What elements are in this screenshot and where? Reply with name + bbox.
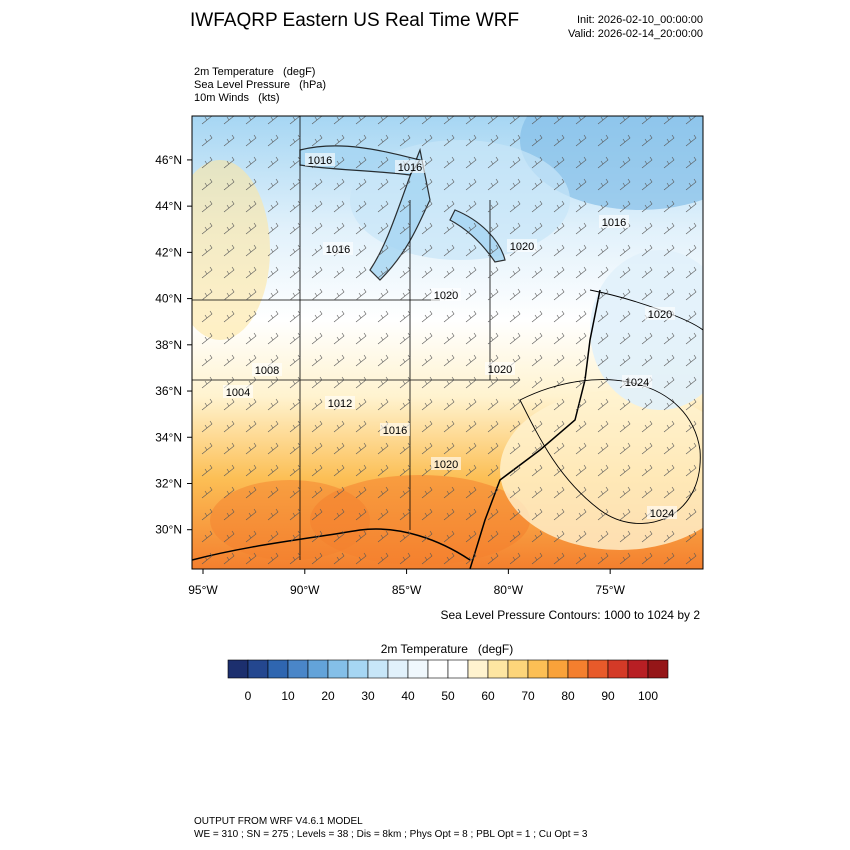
colorbar-box — [567, 659, 589, 679]
colorbar-box — [467, 659, 489, 679]
y-tick-label: 36°N — [155, 384, 182, 398]
colorbar-box — [387, 659, 409, 679]
colorbar-box — [587, 659, 609, 679]
contour-label: 1008 — [255, 365, 279, 377]
y-tick-label: 42°N — [155, 245, 182, 259]
contour-label-box — [647, 506, 677, 519]
y-tick-label: 38°N — [155, 338, 182, 352]
contour-label-box — [325, 396, 355, 409]
colorbar-box — [427, 659, 449, 679]
contour-label: 1020 — [510, 241, 534, 253]
y-tick-label: 34°N — [155, 430, 182, 444]
colorbar-box — [327, 659, 349, 679]
contour-label-box — [507, 239, 537, 252]
colorbar-box — [527, 659, 549, 679]
colorbar-tick-label: 20 — [321, 689, 335, 703]
contour-label: 1016 — [308, 155, 332, 167]
contour-label: 1016 — [326, 244, 350, 256]
y-tick-label: 32°N — [155, 476, 182, 490]
contour-label: 1004 — [226, 387, 250, 399]
contour-label-box — [645, 307, 675, 320]
contour-label-box — [395, 160, 425, 173]
field-label: 10m Winds (kts) — [194, 92, 280, 104]
contour-label-box — [305, 153, 335, 166]
x-tick-label: 80°W — [494, 583, 524, 597]
contour-label: 1020 — [434, 459, 458, 471]
colorbar-title: 2m Temperature (degF) — [381, 642, 514, 656]
y-tick-label: 44°N — [155, 199, 182, 213]
contour-label: 1016 — [602, 217, 626, 229]
field-label: 2m Temperature (degF) — [194, 66, 315, 78]
contour-label-box — [431, 288, 461, 301]
colorbar-tick-label: 0 — [245, 689, 252, 703]
colorbar-box — [647, 659, 669, 679]
colorbar-box — [407, 659, 429, 679]
footer-line: OUTPUT FROM WRF V4.6.1 MODEL — [194, 816, 363, 827]
colorbar-box — [287, 659, 309, 679]
contour-label-box — [223, 385, 253, 398]
colorbar-box — [487, 659, 509, 679]
colorbar-box — [247, 659, 269, 679]
contour-label-box — [252, 363, 282, 376]
contour-label-box — [380, 423, 410, 436]
contour-label: 1016 — [383, 425, 407, 437]
contour-label-box — [622, 375, 652, 388]
colorbar-tick-label: 60 — [481, 689, 495, 703]
colorbar-box — [447, 659, 469, 679]
x-tick-label: 90°W — [290, 583, 320, 597]
contour-label-box — [599, 215, 629, 228]
colorbar-tick-label: 70 — [521, 689, 535, 703]
colorbar-box — [347, 659, 369, 679]
footer-line: WE = 310 ; SN = 275 ; Levels = 38 ; Dis … — [194, 829, 588, 840]
contour-label: 1020 — [434, 290, 458, 302]
colorbar-box — [547, 659, 569, 679]
valid-time: Valid: 2026-02-14_20:00:00 — [568, 28, 703, 40]
y-tick-label: 30°N — [155, 523, 182, 537]
contour-label: 1020 — [488, 364, 512, 376]
x-tick-label: 85°W — [392, 583, 422, 597]
field-label: Sea Level Pressure (hPa) — [194, 79, 326, 91]
colorbar-box — [307, 659, 329, 679]
contour-label: 1024 — [650, 508, 674, 520]
colorbar-tick-label: 10 — [281, 689, 295, 703]
colorbar-tick-label: 30 — [361, 689, 375, 703]
colorbar-box — [627, 659, 649, 679]
y-tick-label: 40°N — [155, 292, 182, 306]
colorbar-box — [267, 659, 289, 679]
contour-label-box — [431, 457, 461, 470]
x-tick-label: 75°W — [595, 583, 625, 597]
x-tick-label: 95°W — [188, 583, 218, 597]
colorbar-tick-label: 100 — [638, 689, 658, 703]
contour-label-box — [485, 362, 515, 375]
colorbar-tick-label: 40 — [401, 689, 415, 703]
map-frame — [191, 115, 704, 570]
colorbar-tick-label: 90 — [601, 689, 615, 703]
contour-label: 1020 — [648, 309, 672, 321]
contour-note: Sea Level Pressure Contours: 1000 to 102… — [441, 608, 701, 622]
title: IWFAQRP Eastern US Real Time WRF — [190, 10, 519, 31]
y-tick-label: 46°N — [155, 153, 182, 167]
contour-label: 1012 — [328, 398, 352, 410]
colorbar-box — [507, 659, 529, 679]
contour-label: 1016 — [398, 162, 422, 174]
colorbar-box — [227, 659, 249, 679]
colorbar-tick-label: 80 — [561, 689, 575, 703]
colorbar-tick-label: 50 — [441, 689, 455, 703]
colorbar-box — [367, 659, 389, 679]
contour-label-box — [323, 242, 353, 255]
contour-label: 1024 — [625, 377, 649, 389]
init-time: Init: 2026-02-10_00:00:00 — [577, 14, 703, 26]
colorbar-box — [607, 659, 629, 679]
